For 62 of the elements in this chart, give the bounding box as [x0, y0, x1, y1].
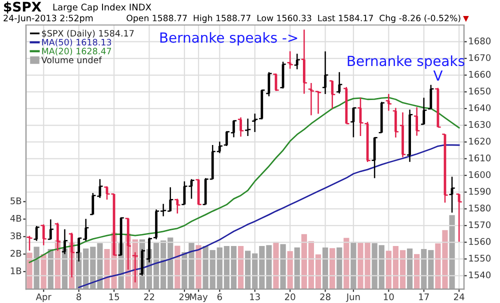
text: Open 1588.77 High 1588.77 Low 1560.33 Last 1584.17 Chg -8.26 (-0.52%)	[126, 14, 460, 23]
y-tick-label: 1680	[469, 38, 491, 44]
annotation: Bernanke speaks ->	[160, 32, 298, 46]
y-tick-label: 1610	[469, 154, 491, 162]
bar	[406, 248, 413, 290]
bar	[449, 215, 455, 290]
x-tick-label: 28	[320, 293, 330, 300]
x-tick-label: 10	[384, 293, 394, 300]
bar	[414, 254, 420, 290]
bar	[34, 246, 40, 290]
legend-label: $SPX (Daily) 1584.17	[42, 30, 134, 38]
y-tick-label: 1650	[469, 88, 491, 94]
bar	[344, 238, 350, 290]
bar	[238, 246, 244, 290]
y-tick-label: 1640	[469, 104, 491, 112]
annotation: Bernanke speaks	[348, 55, 464, 69]
x-tick-label: May	[190, 294, 208, 302]
y-tick-label: 1570	[469, 221, 491, 228]
bar	[287, 251, 293, 290]
x-tick-label: 15	[109, 294, 119, 300]
y-tick-label: 1560	[469, 238, 491, 245]
y-tick-label: 1620	[469, 138, 491, 145]
y2-tick-label: 4B	[10, 215, 22, 222]
chart-title: $SPX	[4, 1, 42, 14]
bar	[294, 247, 300, 290]
text: 24-Jun-2013 2:52pm	[4, 14, 93, 24]
x-tick-label: 22	[144, 293, 154, 300]
y-tick-label: 1580	[469, 204, 491, 212]
x-tick-label: 8	[76, 293, 82, 300]
x-tick-label: 20	[284, 293, 296, 300]
bar	[322, 247, 328, 290]
line-series	[78, 144, 460, 288]
y-tick-label: 1660	[469, 70, 491, 78]
bar	[280, 244, 286, 290]
y-tick-label: 1550	[469, 254, 491, 262]
y-tick-label: 1590	[469, 188, 491, 195]
x-tick-label: Apr	[36, 294, 52, 302]
x-tick-label: Jun	[346, 294, 360, 302]
bar	[350, 242, 356, 290]
x-tick-label: 6	[217, 293, 222, 300]
bar	[26, 252, 32, 290]
bar	[336, 247, 342, 290]
y-tick-label: 1670	[469, 54, 491, 62]
y2-tick-label: 2B	[10, 250, 22, 257]
bar	[273, 242, 279, 290]
x-tick-label: 29	[179, 293, 190, 300]
legend-label: Volume undef	[41, 56, 102, 64]
x-tick-label: 13	[250, 293, 260, 300]
y-tick-label: 1630	[469, 121, 491, 128]
annotation: V	[433, 70, 443, 81]
y2-tick-label: 3B	[10, 232, 22, 240]
y-tick-label: 1600	[469, 171, 491, 178]
y2-tick-label: 5B	[10, 198, 22, 204]
bar	[196, 245, 202, 290]
y-tick-label: 1540	[469, 271, 491, 278]
legend-label: MA(20) 1628.47	[42, 48, 112, 56]
x-tick-label: 17	[419, 294, 429, 300]
chart-subtitle: Large Cap Index INDX	[53, 4, 152, 12]
y2-tick-label: 1B	[10, 267, 22, 274]
legend-label: MA(50) 1618.13	[42, 38, 112, 47]
x-tick-label: 24	[454, 293, 464, 300]
bar	[330, 248, 336, 290]
